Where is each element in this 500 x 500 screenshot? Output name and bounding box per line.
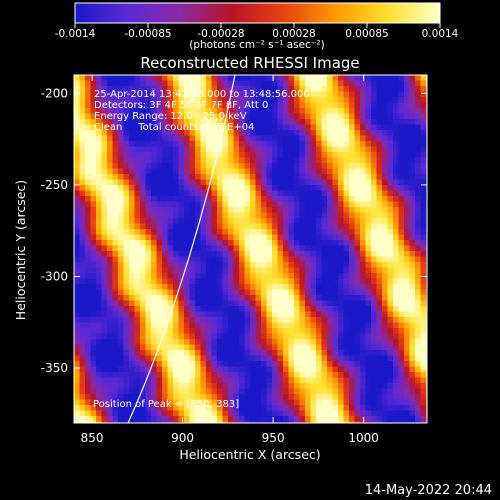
solar-limb-line [127,75,236,423]
x-tick-label: 950 [262,431,285,445]
y-tick-label: -200 [41,86,68,100]
colorbar-tick-label: 0.0014 [422,28,459,40]
colorbar-tick-label: 0.00085 [345,28,388,40]
heatmap [74,75,427,423]
info-line-counts: Clean Total counts: 1.75E+04 [94,122,254,133]
colorbar-ticks: -0.0014 -0.00085 -0.00028 0.00028 0.00085 0.0… [55,23,459,40]
y-tick-label: -350 [41,361,68,375]
colorbar [74,2,441,24]
info-line-time: 25-Apr-2014 13:42:58.000 to 13:48:56.000 [94,89,310,100]
x-axis: 850 900 950 1000 [81,75,379,445]
footer-date: 14-May-2022 20:44 [365,483,492,498]
y-axis-label: Heliocentric Y (arcsec) [13,180,28,320]
colorbar-tick-label: -0.00028 [197,28,244,40]
y-axis: -200 -250 -300 -350 [41,86,427,375]
colorbar-unit-label: (photons cm⁻² s⁻¹ asec⁻²) [189,39,324,51]
info-line-energy: Energy Range: 12.0 - 25.0 keV [94,111,247,122]
y-tick-label: -250 [41,178,68,192]
x-axis-label: Heliocentric X (arcsec) [179,447,320,462]
colorbar-tick-label: 0.00028 [272,28,315,40]
plot-frame [73,74,428,424]
info-line-detectors: Detectors: 3F 4F 5F 6F 7F 8F, Att 0 [94,100,268,111]
colorbar-tick-label: -0.00085 [124,28,171,40]
x-tick-label: 850 [81,431,104,445]
y-tick-label: -300 [41,269,68,283]
plot-title: Reconstructed RHESSI Image [140,54,359,72]
x-tick-label: 900 [171,431,194,445]
colorbar-tick-label: -0.0014 [55,28,96,40]
x-tick-label: 1000 [348,431,379,445]
peak-position-label: Position of Peak = [850,-383] [93,399,239,410]
